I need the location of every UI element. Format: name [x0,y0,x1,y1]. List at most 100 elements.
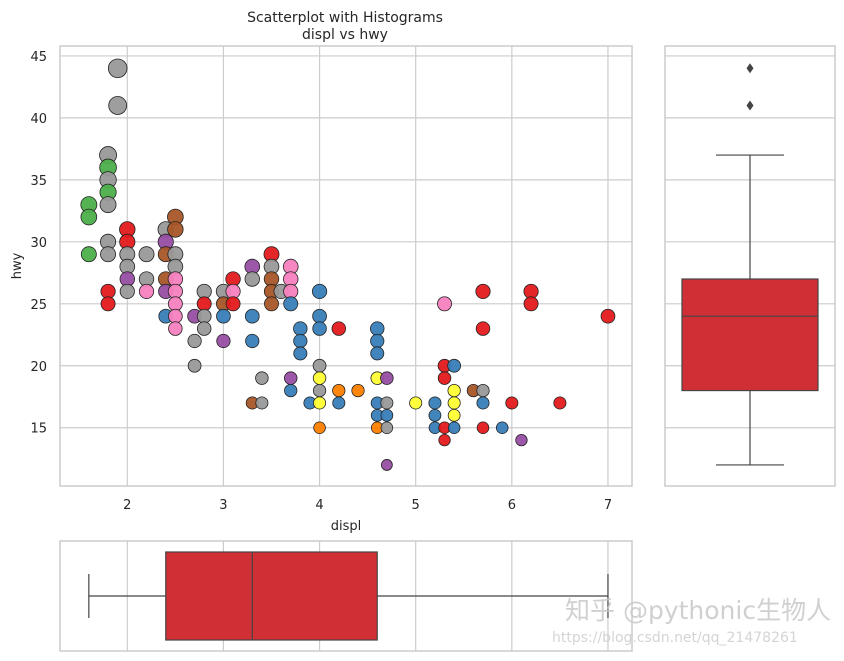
scatter-point [447,383,461,398]
scatter-point [476,383,490,398]
x-tick-label: 4 [315,498,323,513]
scatter-point [216,308,231,324]
scatter-point [447,396,461,410]
scatter-point [244,271,260,287]
scatter-point [313,421,326,435]
scatter-point [283,371,298,385]
scatter-point [138,283,155,299]
box-iqr [681,278,819,392]
scatter-point [107,58,128,79]
scatter-point [409,396,423,410]
scatter-point [312,358,327,373]
y-axis-label: hwy [10,252,25,279]
y-tick-label: 35 [30,174,47,189]
scatter-point [168,308,183,324]
y-tick-label: 45 [30,50,47,65]
scatter-point [476,421,490,435]
bottom-axes-frame [59,540,633,652]
x-tick-label: 5 [412,498,420,513]
scatter-point [523,296,539,312]
scatter-point [99,196,117,214]
scatter-point [438,434,451,447]
scatter-point [255,396,269,410]
bottom-boxplot [88,541,609,651]
scatter-point [138,246,155,263]
scatter-point [380,371,394,385]
scatter-point [216,333,231,349]
scatter-point [447,408,461,422]
x-tick-label: 6 [508,498,516,513]
scatter-point [437,371,452,385]
scatter-point [108,96,128,115]
y-tick-label: 40 [30,112,47,127]
watermark-url: https://blog.csdn.net/qq_21478261 [552,630,798,646]
main-axes-frame [59,45,633,487]
scatter-point [100,296,116,312]
scatter-point [475,321,491,336]
chart-subtitle: displ vs hwy [302,27,388,43]
scatter-point [447,421,461,435]
scatter-point [244,308,260,324]
right-boxplot [665,55,835,466]
scatter-point [312,383,327,398]
scatter-point [428,408,442,422]
scatter-point [331,321,347,336]
scatter-point [600,308,616,324]
scatter-point [255,371,269,385]
scatter-point [437,296,452,312]
y-tick-label: 25 [30,298,47,313]
scatter-point [167,296,183,312]
scatter-point [380,396,394,410]
outlier-marker [746,100,754,111]
scatter-point [283,296,299,312]
scatter-point [187,358,202,373]
scatter-point [196,308,212,324]
scatter-point [167,221,184,238]
scatter-point [245,333,260,349]
right-axes-frame [664,45,836,487]
outlier-marker [746,63,754,74]
scatter-point [428,396,442,410]
scatter-point [476,396,490,410]
scatter-point [380,408,394,422]
chart-title: Scatterplot with Histograms [247,10,443,26]
scatter-point [332,396,346,410]
scatter-point [351,383,365,398]
x-axis-label: displ [331,519,362,534]
scatter-point [311,283,328,299]
scatter-point [168,321,183,336]
scatter-point [264,296,279,312]
x-tick-label: 7 [604,498,612,513]
scatter-point [505,396,519,410]
scatter-point [312,371,327,385]
scatter-point [332,383,346,398]
scatter-points [80,58,616,471]
scatter-point [196,321,212,336]
x-tick-label: 2 [123,498,131,513]
scatter-point [293,321,308,336]
x-tick-label: 3 [219,498,227,513]
box-iqr [165,551,378,641]
scatter-point [293,333,308,349]
scatter-point [196,296,212,312]
scatter-point [225,296,241,312]
y-tick-label: 20 [30,360,47,375]
main-grid [60,46,632,486]
scatter-point [187,333,202,349]
y-tick-label: 15 [30,422,47,437]
y-tick-label: 30 [30,236,47,251]
scatter-point [495,421,509,435]
scatter-point [312,321,327,336]
scatter-point [553,396,567,410]
watermark-zhihu: 知乎 @pythonic生物人 [565,596,832,625]
scatter-point [100,246,117,263]
scatter-point [312,308,327,324]
scatter-point [515,434,528,447]
scatter-point [447,358,462,373]
scatter-point [370,333,385,349]
scatter-point [380,459,393,471]
scatter-point [380,421,394,435]
scatter-point [80,208,98,226]
